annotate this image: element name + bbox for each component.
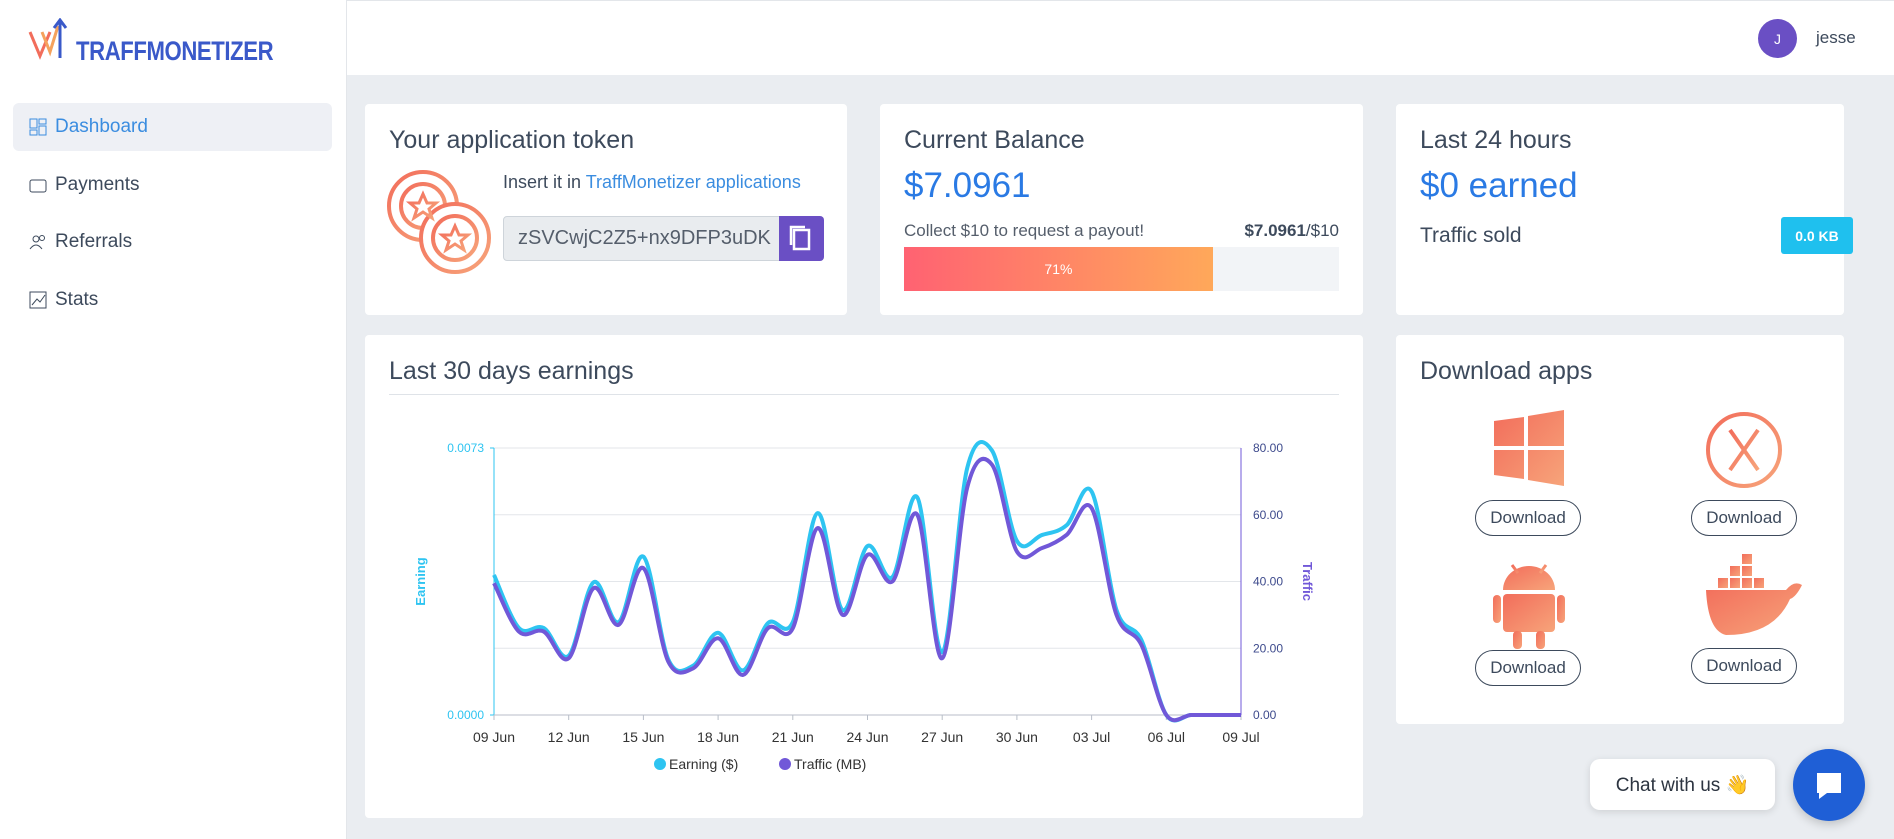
balance-card: Current Balance $7.0961 Collect $10 to r… xyxy=(880,104,1363,315)
series-line xyxy=(492,456,1241,723)
download-button[interactable]: Download xyxy=(1691,500,1797,536)
nav-label: Payments xyxy=(55,174,140,195)
chat-icon xyxy=(1817,773,1841,799)
last24-card: Last 24 hours $0 earned Traffic sold 0.0… xyxy=(1396,104,1853,315)
traffic-badge: 0.0 KB xyxy=(1781,217,1853,254)
windows-icon xyxy=(1494,410,1564,486)
card-title: Your application token xyxy=(389,126,635,154)
sidebar: TRAFFMONETIZER Dashboard Payments Referr… xyxy=(0,0,347,839)
chart: 0.00 20.00 40.00 60.00 80.00 0.0000 0.0073 Earn… xyxy=(413,440,1315,772)
nav-label: Dashboard xyxy=(55,116,148,137)
nav-item[interactable]: Payments xyxy=(13,161,332,209)
hint-text: Insert it in xyxy=(503,172,582,192)
y2-tick-label: 60.00 xyxy=(1253,508,1283,522)
y-axis-title: Earning xyxy=(413,557,428,605)
chart-title: Last 30 days earnings xyxy=(389,357,634,385)
card-title: Current Balance xyxy=(904,126,1085,154)
payout-note: Collect $10 to request a payout! xyxy=(904,221,1145,240)
legend-label: Traffic (MB) xyxy=(794,756,866,772)
chat-bubble[interactable]: Chat with us 👋 xyxy=(1590,759,1775,810)
y2-tick-label: 0.00 xyxy=(1253,708,1277,722)
copy-button[interactable] xyxy=(779,216,824,261)
avatar[interactable]: J xyxy=(1758,19,1797,58)
y-tick-label: 0.0073 xyxy=(447,441,484,455)
legend-swatch xyxy=(779,758,791,770)
x-tick-label: 09 Jun xyxy=(473,729,515,745)
progress-fill: 71% xyxy=(904,247,1213,291)
nav-label: Stats xyxy=(55,289,99,310)
y2-axis-title: Traffic xyxy=(1300,562,1315,601)
legend-label: Earning ($) xyxy=(669,756,738,772)
logo-icon xyxy=(28,18,68,60)
token-hint: Insert it in TraffMonetizer applications xyxy=(503,172,801,193)
download-button[interactable]: Download xyxy=(1475,650,1581,686)
nav-label: Referrals xyxy=(55,231,133,252)
progress-track: 71% xyxy=(904,247,1339,291)
download-button[interactable]: Download xyxy=(1691,648,1797,684)
x-tick-label: 27 Jun xyxy=(921,729,963,745)
token-input[interactable]: zSVCwjC2Z5+nx9DFP3uDK xyxy=(503,216,780,261)
y2-tick-label: 20.00 xyxy=(1253,641,1283,655)
copy-icon xyxy=(789,225,811,251)
header: J jesse xyxy=(347,0,1894,75)
download-card: Download apps Download Download Download… xyxy=(1396,335,1844,724)
android-icon xyxy=(1493,564,1565,649)
x-tick-label: 12 Jun xyxy=(548,729,590,745)
nav-item[interactable]: Stats xyxy=(13,276,332,324)
nav-item[interactable]: Dashboard xyxy=(13,103,332,151)
x-tick-label: 06 Jul xyxy=(1148,729,1185,745)
nav-item[interactable]: Referrals xyxy=(13,218,332,266)
nav-icon xyxy=(29,291,47,309)
download-button[interactable]: Download xyxy=(1475,500,1581,536)
x-tick-label: 24 Jun xyxy=(846,729,888,745)
card-title: Download apps xyxy=(1420,357,1593,385)
x-icon xyxy=(1706,412,1782,488)
chart-card: Last 30 days earnings 0.00 20.00 40.00 60.0… xyxy=(365,335,1363,818)
coins-icon xyxy=(387,170,491,274)
nav-icon xyxy=(29,235,45,250)
nav-icon xyxy=(29,118,47,136)
traffic-label: Traffic sold xyxy=(1420,224,1522,247)
docker-icon xyxy=(1706,554,1802,635)
x-tick-label: 30 Jun xyxy=(996,729,1038,745)
balance-current: $7.0961 xyxy=(1244,221,1306,240)
divider xyxy=(389,394,1339,395)
balance-target: /$10 xyxy=(1305,221,1339,240)
hint-link[interactable]: TraffMonetizer applications xyxy=(585,172,801,192)
x-tick-label: 18 Jun xyxy=(697,729,739,745)
chat-button[interactable] xyxy=(1793,749,1865,821)
balance-amount: $7.0961 xyxy=(904,166,1031,205)
earned-amount: $0 earned xyxy=(1420,166,1578,205)
progress-label: 71% xyxy=(1044,261,1073,277)
card-title: Last 24 hours xyxy=(1420,126,1572,154)
x-tick-label: 03 Jul xyxy=(1073,729,1110,745)
y2-tick-label: 80.00 xyxy=(1253,441,1283,455)
app-icons xyxy=(1493,410,1802,649)
username[interactable]: jesse xyxy=(1816,28,1856,47)
legend-swatch xyxy=(654,758,666,770)
nav-icon xyxy=(29,179,47,193)
y2-tick-label: 40.00 xyxy=(1253,575,1283,589)
x-tick-label: 21 Jun xyxy=(772,729,814,745)
brand: TRAFFMONETIZER xyxy=(76,36,274,66)
x-tick-label: 09 Jul xyxy=(1222,729,1259,745)
token-card: Your application token Insert it in Traf… xyxy=(365,104,847,315)
y-tick-label: 0.0000 xyxy=(447,708,484,722)
x-tick-label: 15 Jun xyxy=(622,729,664,745)
payout-progress-text: $7.0961/$10 xyxy=(1244,221,1339,241)
